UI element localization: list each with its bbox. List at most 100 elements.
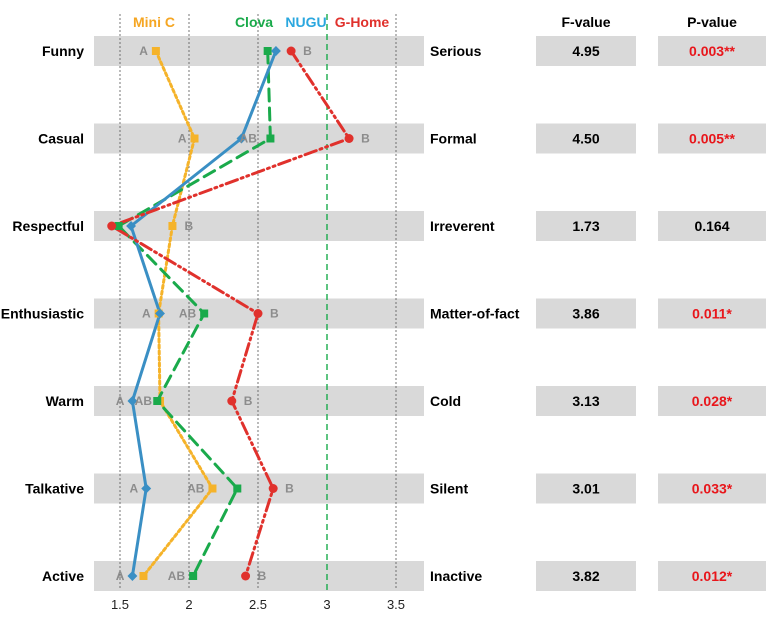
f-value-cell — [536, 36, 636, 66]
significance-letter: B — [270, 307, 279, 321]
p-value: 0.005** — [689, 131, 735, 147]
right-label-matter-of-fact: Matter-of-fact — [430, 306, 520, 322]
significance-letter: A — [142, 307, 151, 321]
f-value-cell — [536, 211, 636, 241]
x-tick-label: 3.5 — [387, 597, 405, 612]
x-tick-label: 2 — [185, 597, 192, 612]
right-label-silent: Silent — [430, 481, 468, 497]
data-point-mini-c — [168, 222, 177, 230]
significance-letter: A — [139, 44, 148, 58]
f-value: 4.50 — [572, 131, 599, 147]
left-label-talkative: Talkative — [25, 481, 84, 497]
f-value: 3.13 — [572, 393, 599, 409]
p-value-cell — [658, 211, 766, 241]
significance-letter: AB — [187, 482, 205, 496]
data-point-mini-c — [190, 134, 199, 143]
legend-clova: Clova — [235, 14, 273, 30]
f-value-header: F-value — [561, 14, 610, 30]
data-point-g-home — [253, 309, 263, 318]
x-tick-label: 3 — [323, 597, 330, 612]
data-point-nugu — [127, 396, 138, 406]
significance-letter: A — [116, 569, 125, 583]
left-label-warm: Warm — [46, 393, 84, 409]
p-value: 0.012* — [692, 568, 733, 584]
p-value: 0.028* — [692, 393, 733, 409]
p-value-cell — [658, 36, 766, 66]
f-value-cell — [536, 561, 636, 591]
p-value: 0.011* — [692, 306, 732, 322]
p-value: 0.003** — [689, 43, 735, 59]
right-label-serious: Serious — [430, 43, 482, 59]
data-point-mini-c — [151, 47, 160, 55]
data-point-clova — [153, 397, 162, 405]
significance-letter: AB — [179, 307, 197, 321]
significance-letter: AB — [240, 132, 258, 146]
significance-letter: B — [361, 132, 370, 146]
p-value-cell — [658, 123, 766, 154]
data-point-g-home — [344, 134, 354, 143]
significance-letter: B — [258, 569, 267, 583]
x-tick-label: 1.5 — [111, 597, 129, 612]
f-value-cell — [536, 123, 636, 154]
f-value: 4.95 — [572, 43, 599, 59]
right-label-inactive: Inactive — [430, 568, 482, 584]
significance-letter: B — [244, 394, 253, 408]
data-point-clova — [114, 222, 123, 230]
right-label-formal: Formal — [430, 131, 477, 147]
left-label-casual: Casual — [38, 131, 84, 147]
p-value-cell — [658, 298, 766, 329]
data-point-mini-c — [139, 572, 148, 580]
left-label-funny: Funny — [42, 43, 84, 59]
significance-letter: AB — [168, 569, 186, 583]
f-value-cell — [536, 298, 636, 329]
f-value: 1.73 — [572, 218, 599, 234]
f-value: 3.86 — [572, 306, 599, 322]
f-value-cell — [536, 473, 636, 504]
significance-letter: B — [184, 219, 193, 233]
data-point-nugu — [126, 221, 136, 231]
significance-letter: B — [303, 44, 312, 58]
x-tick-label: 2.5 — [249, 597, 267, 612]
left-label-respectful: Respectful — [12, 218, 84, 234]
p-value-cell — [658, 473, 766, 504]
data-point-nugu — [127, 571, 138, 581]
legend-mini-c: Mini C — [133, 14, 175, 30]
p-value-cell — [658, 386, 766, 416]
data-point-nugu — [236, 133, 247, 144]
data-point-mini-c — [208, 484, 217, 493]
significance-letter: B — [285, 482, 294, 496]
data-point-g-home — [241, 571, 251, 581]
left-label-active: Active — [42, 568, 84, 584]
data-point-clova — [263, 47, 272, 55]
significance-letter: AB — [135, 394, 153, 408]
p-value-cell — [658, 561, 766, 591]
f-value-cell — [536, 386, 636, 416]
significance-letter: A — [116, 394, 125, 408]
right-label-irreverent: Irreverent — [430, 218, 495, 234]
data-point-nugu — [141, 483, 152, 494]
row-band — [94, 36, 424, 66]
f-value: 3.01 — [572, 481, 599, 497]
data-point-g-home — [107, 221, 117, 231]
significance-letter: A — [130, 482, 139, 496]
data-point-g-home — [286, 46, 296, 56]
row-band — [94, 561, 424, 591]
p-value: 0.033* — [692, 481, 733, 497]
row-band — [94, 386, 424, 416]
legend-g-home: G-Home — [335, 14, 390, 30]
p-value: 0.164 — [694, 218, 729, 234]
row-band — [94, 123, 424, 154]
f-value: 3.82 — [572, 568, 599, 584]
data-point-nugu — [155, 308, 165, 319]
data-point-clova — [266, 134, 275, 143]
left-label-enthusiastic: Enthusiastic — [1, 306, 84, 322]
right-label-cold: Cold — [430, 393, 461, 409]
data-point-g-home — [268, 484, 278, 493]
significance-letter: A — [178, 132, 187, 146]
legend-nugu: NUGU — [285, 14, 326, 30]
data-point-clova — [200, 309, 209, 318]
data-point-clova — [189, 572, 198, 580]
data-point-g-home — [227, 396, 237, 406]
